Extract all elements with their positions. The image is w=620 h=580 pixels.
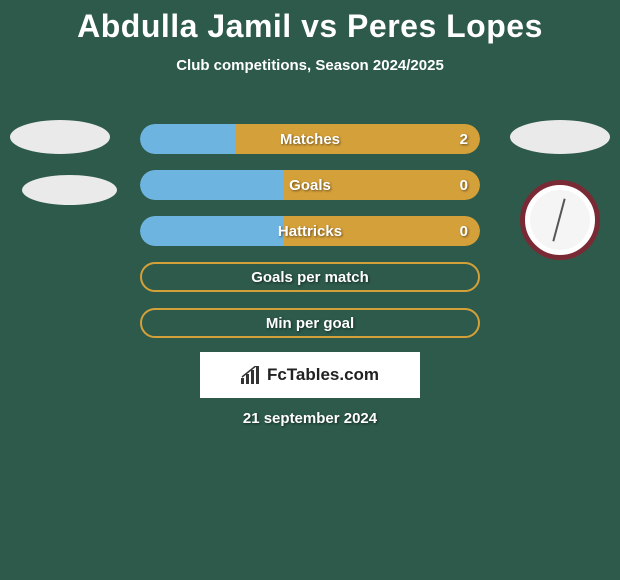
stat-label: Goals per match xyxy=(251,269,369,286)
chart-icon xyxy=(241,366,261,384)
footer-logo-text: FcTables.com xyxy=(267,365,379,385)
footer-date: 21 september 2024 xyxy=(243,410,377,427)
stat-label: Matches xyxy=(280,131,340,148)
player-left-club-badge xyxy=(22,175,117,205)
infographic-container: Abdulla Jamil vs Peres Lopes Club compet… xyxy=(0,0,620,580)
stat-left-fill xyxy=(140,170,283,200)
stat-row: Goals per match xyxy=(140,262,480,292)
stat-value-right: 2 xyxy=(460,131,468,148)
stat-value-right: 0 xyxy=(460,177,468,194)
player-right-avatar xyxy=(510,120,610,154)
subtitle: Club competitions, Season 2024/2025 xyxy=(0,57,620,74)
footer-logo: FcTables.com xyxy=(200,352,420,398)
stat-row: Hattricks 0 xyxy=(140,216,480,246)
stats-region: Matches 2 Goals 0 Hattricks 0 Goals per match M… xyxy=(140,124,480,354)
stat-right-fill xyxy=(235,124,480,154)
club-badge-inner xyxy=(530,190,590,250)
stat-row: Min per goal xyxy=(140,308,480,338)
stat-left-fill xyxy=(140,216,283,246)
stat-row: Goals 0 xyxy=(140,170,480,200)
page-title: Abdulla Jamil vs Peres Lopes xyxy=(0,0,620,45)
stat-label: Goals xyxy=(289,177,331,194)
stat-value-right: 0 xyxy=(460,223,468,240)
stat-row: Matches 2 xyxy=(140,124,480,154)
stat-label: Hattricks xyxy=(278,223,342,240)
stat-left-fill xyxy=(140,124,235,154)
stat-label: Min per goal xyxy=(266,315,354,332)
player-right-club-badge xyxy=(520,180,600,260)
player-left-avatar xyxy=(10,120,110,154)
